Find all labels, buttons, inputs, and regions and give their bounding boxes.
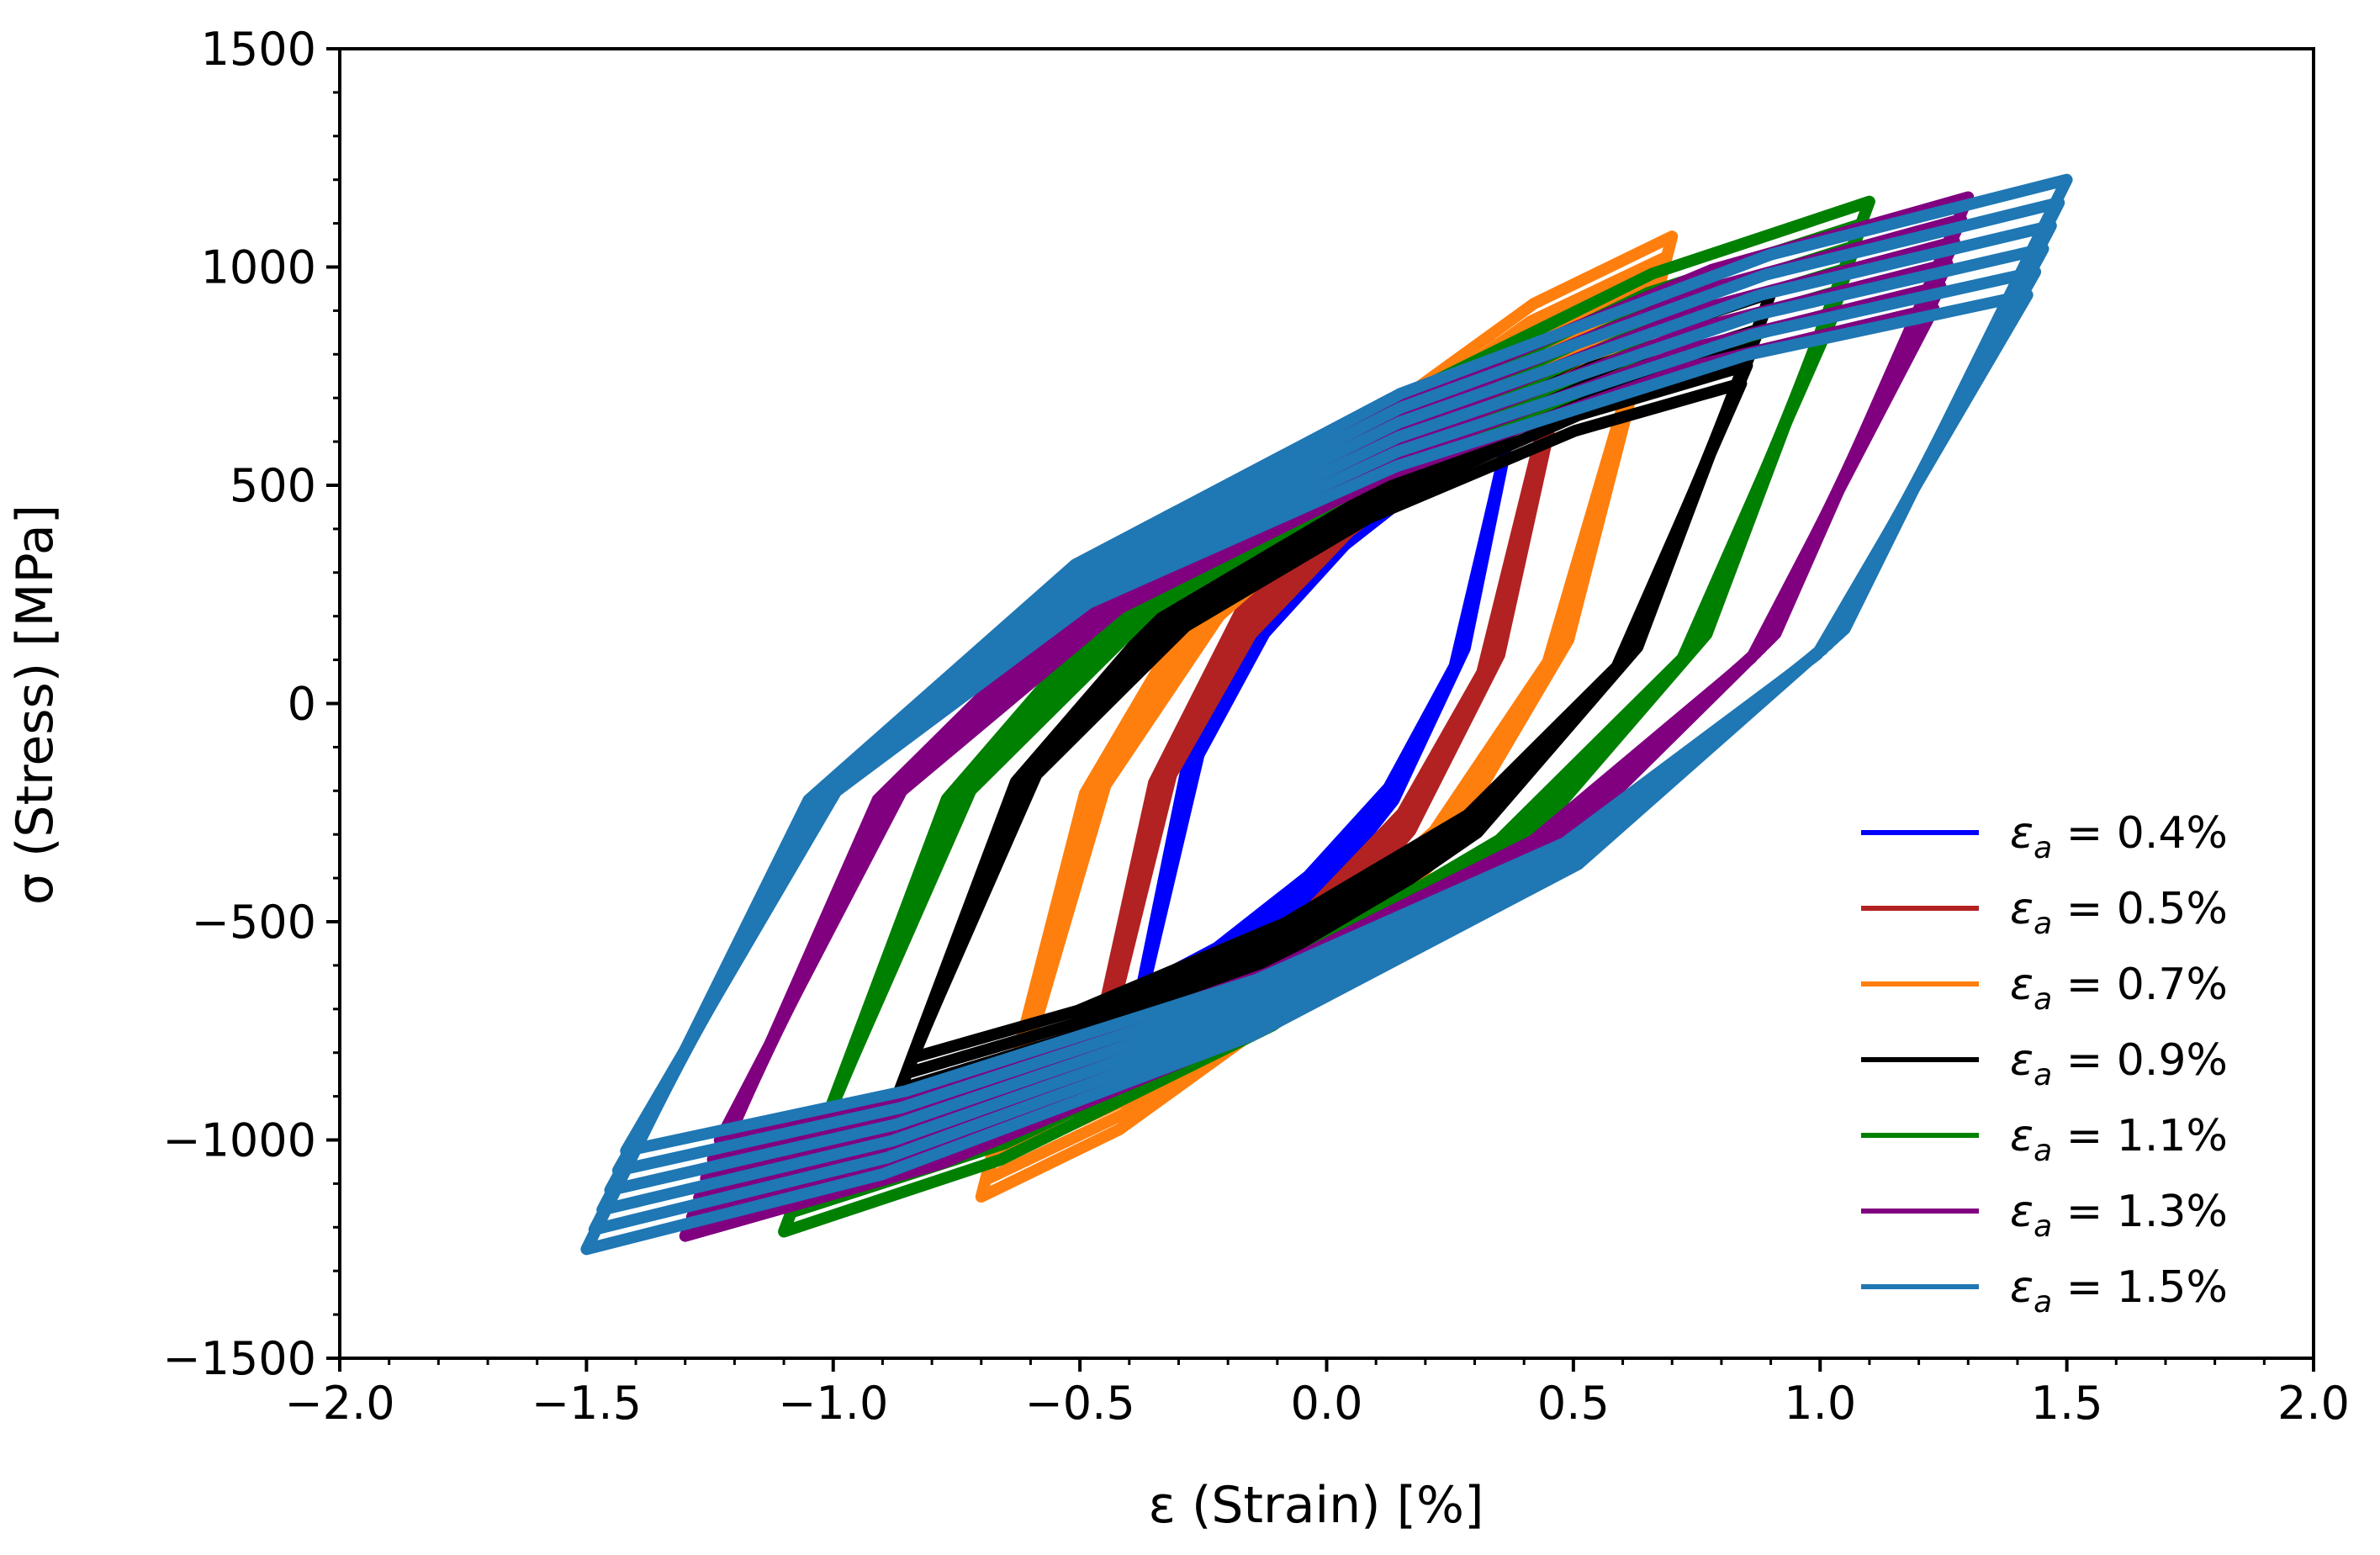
legend-label: εa = 1.5%	[2010, 1262, 2228, 1320]
legend: εa = 0.4% εa = 0.5% εa = 0.7% εa = 0.9% εa =…	[1861, 808, 2228, 1320]
y-tick-label: −1500	[162, 1332, 316, 1385]
loop-cycle	[693, 235, 1960, 1204]
y-tick-label: 1500	[201, 23, 316, 76]
x-tick-label: 1.5	[2031, 1377, 2103, 1430]
loop-series-6	[580, 173, 2073, 1256]
x-tick-label: 0.5	[1537, 1377, 1610, 1430]
x-tick-label: −1.0	[778, 1377, 888, 1430]
y-tick-label: 0	[288, 678, 316, 731]
y-tick-label: −1000	[162, 1114, 316, 1167]
x-tick-label: 1.0	[1784, 1377, 1856, 1430]
legend-label: εa = 1.1%	[2010, 1111, 2228, 1168]
legend-label: εa = 1.3%	[2010, 1187, 2228, 1244]
loop-cycle	[596, 219, 2057, 1216]
legend-label: εa = 0.5%	[2010, 884, 2228, 941]
loop-cycle	[620, 288, 2034, 1157]
x-tick-label: −2.0	[284, 1377, 394, 1430]
loop-cycle	[611, 266, 2042, 1177]
loop-cycle	[580, 173, 2073, 1256]
y-tick-label: 500	[230, 459, 316, 512]
loop-cycle	[906, 378, 1748, 1064]
loop-cycle	[604, 242, 2049, 1197]
axes-layer: −2.0 −1.5 −1.0 −0.5 0.0 0.5 1.0 1.5 2.0 −1500 −100…	[162, 23, 2350, 1430]
loop-cycle	[685, 213, 1968, 1223]
loops-layer	[580, 173, 2073, 1256]
loop-cycle	[588, 197, 2065, 1235]
y-axis-label: σ (Stress) [MPa]	[6, 505, 65, 905]
y-tick-label: 1000	[201, 241, 316, 294]
x-tick-label: 2.0	[2277, 1377, 2350, 1430]
legend-label: εa = 0.7%	[2010, 960, 2228, 1017]
legend-label: εa = 0.9%	[2010, 1035, 2228, 1092]
x-tick-label: 0.0	[1291, 1377, 1363, 1430]
x-tick-label: −1.5	[532, 1377, 642, 1430]
x-axis-label: ε (Strain) [%]	[1149, 1476, 1484, 1535]
y-tick-label: −500	[192, 896, 316, 949]
legend-label: εa = 0.4%	[2010, 808, 2228, 865]
x-tick-label: −0.5	[1025, 1377, 1135, 1430]
